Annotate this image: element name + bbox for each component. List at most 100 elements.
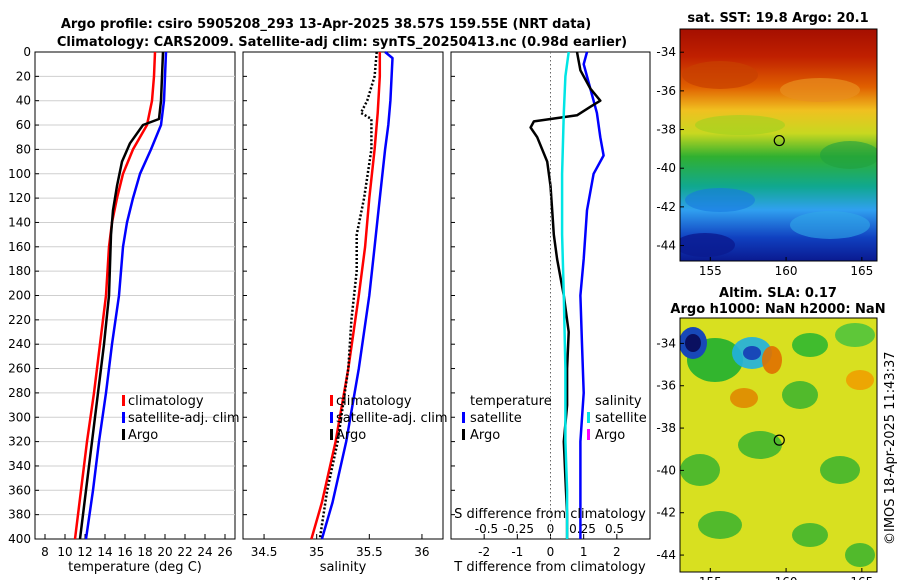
sst-cool-patch	[790, 211, 870, 239]
sla-high-patch	[762, 346, 782, 374]
map-x-tick-label: 165	[850, 264, 873, 278]
sla-argo-location-marker	[773, 434, 785, 446]
difference-xlabel: T difference from climatology	[453, 560, 646, 575]
legend-label: salinity	[595, 394, 642, 409]
depth-tick-label: 220	[8, 313, 31, 327]
legend-swatch-s-satellite	[587, 412, 590, 423]
temperature-x-ticks: 8 10 12 14 16 18 20 22 24 26	[35, 51, 233, 559]
legend-swatch-climatology	[122, 395, 125, 406]
sla-eddy-core	[743, 346, 761, 360]
series-line-1-0	[310, 52, 382, 540]
temperature-xlabel: temperature (deg C)	[68, 560, 202, 575]
sla-high-patch	[846, 370, 874, 390]
map-y-tick-label: -42	[656, 200, 676, 214]
sst-argo-location-marker	[773, 134, 785, 147]
sla-low-patch	[680, 454, 720, 486]
difference-legend-salinity: salinity satellite Argo	[587, 394, 647, 443]
legend-swatch-t-satellite	[462, 412, 465, 423]
s-tick-label: 0.5	[605, 522, 624, 536]
depth-tick-labels: 0 20 40 60 80 100 120 140 160 180 200 220 240 260 280 3…	[8, 45, 31, 546]
sla-map-title-line1: Altim. SLA: 0.17	[719, 286, 837, 301]
sst-map-frame	[679, 28, 878, 262]
depth-tick-label: 160	[8, 240, 31, 254]
salinity-x-ticks: 34.5 35 35.5 36	[243, 51, 430, 559]
sla-low-patch	[820, 456, 860, 484]
x-tick-label: 8	[41, 545, 49, 559]
depth-tick-label: 20	[16, 69, 31, 83]
map-y-tick-label: -44	[656, 548, 676, 562]
sst-warm-patch	[682, 61, 758, 89]
map-y-tick-label: -34	[656, 336, 676, 350]
series-line-0-2	[78, 51, 165, 540]
legend-label: Argo	[128, 428, 158, 443]
depth-tick-label: 280	[8, 386, 31, 400]
legend-label: climatology	[336, 394, 412, 409]
x-tick-label: 26	[217, 545, 232, 559]
x-tick-label: 36	[414, 545, 429, 559]
sst-cool-patch	[685, 188, 755, 212]
x-tick-label: 35	[309, 545, 324, 559]
x-tick-label: -1	[511, 545, 523, 559]
sla-map-title-line2: Argo h1000: NaN h2000: NaN	[670, 302, 885, 317]
difference-x-ticks: -2 -1 0 1 2	[451, 51, 621, 559]
map-y-tick-label: -44	[656, 239, 676, 253]
sst-front-patch	[820, 141, 877, 169]
map-y-tick-label: -42	[656, 506, 676, 520]
depth-tick-label: 240	[8, 337, 31, 351]
sst-map-ticks: 155 160 165 -34 -36 -38 -40 -42 -44	[656, 45, 873, 278]
depth-tick-label: 60	[16, 118, 31, 132]
map-x-tick-label: 165	[850, 575, 873, 580]
sla-low-patch	[792, 333, 828, 357]
sla-low-patch	[845, 543, 875, 567]
legend-swatch-s-argo	[587, 429, 590, 440]
depth-tick-label: 100	[8, 167, 31, 181]
series-line-2-2	[560, 51, 570, 539]
sla-low-patch	[698, 511, 742, 539]
legend-label: climatology	[128, 394, 204, 409]
x-tick-label: 20	[157, 545, 172, 559]
depth-tick-label: 360	[8, 483, 31, 497]
x-tick-label: 2	[613, 545, 621, 559]
sla-low-patch	[782, 381, 818, 409]
depth-tick-label: 80	[16, 142, 31, 156]
depth-tick-label: 380	[8, 508, 31, 522]
legend-swatch-satellite	[330, 412, 333, 423]
sla-low-patch	[835, 323, 875, 347]
s-tick-label: 0.25	[569, 522, 596, 536]
x-tick-label: 12	[77, 545, 92, 559]
sla-map-frame	[679, 317, 878, 573]
difference-legend-temperature: temperature satellite Argo	[462, 394, 552, 443]
depth-tick-label: 40	[16, 94, 31, 108]
x-tick-label: -2	[478, 545, 490, 559]
legend-label: satellite-adj. clim	[336, 411, 448, 426]
imos-watermark: ©IMOS 18-Apr-2025 11:43:37	[883, 351, 898, 545]
map-y-tick-label: -36	[656, 379, 676, 393]
depth-tick-label: 260	[8, 362, 31, 376]
legend-swatch-t-argo	[462, 429, 465, 440]
sla-eddy-core	[685, 334, 701, 352]
salinity-legend: climatology satellite-adj. clim Argo	[330, 394, 448, 443]
x-tick-label: 34.5	[251, 545, 278, 559]
series-line-2-0	[579, 51, 605, 539]
figure-title-line2: Climatology: CARS2009. Satellite-adj cli…	[57, 35, 627, 50]
x-tick-label: 14	[97, 545, 112, 559]
legend-swatch-satellite	[122, 412, 125, 423]
x-tick-label: 10	[57, 545, 72, 559]
legend-label: Argo	[336, 428, 366, 443]
depth-tick-label: 400	[8, 532, 31, 546]
depth-tick-label: 180	[8, 264, 31, 278]
sla-low-patch	[738, 431, 782, 459]
series-line-1-1	[320, 51, 394, 540]
depth-tick-label: 140	[8, 215, 31, 229]
x-tick-label: 1	[580, 545, 588, 559]
map-y-tick-label: -40	[656, 161, 676, 175]
map-x-tick-label: 160	[775, 264, 798, 278]
x-tick-label: 16	[117, 545, 132, 559]
depth-tick-label: 200	[8, 289, 31, 303]
temperature-legend: climatology satellite-adj. clim Argo	[122, 394, 240, 443]
legend-swatch-argo	[330, 429, 333, 440]
depth-tick-label: 120	[8, 191, 31, 205]
map-y-tick-label: -38	[656, 123, 676, 137]
profile-series	[73, 51, 605, 540]
